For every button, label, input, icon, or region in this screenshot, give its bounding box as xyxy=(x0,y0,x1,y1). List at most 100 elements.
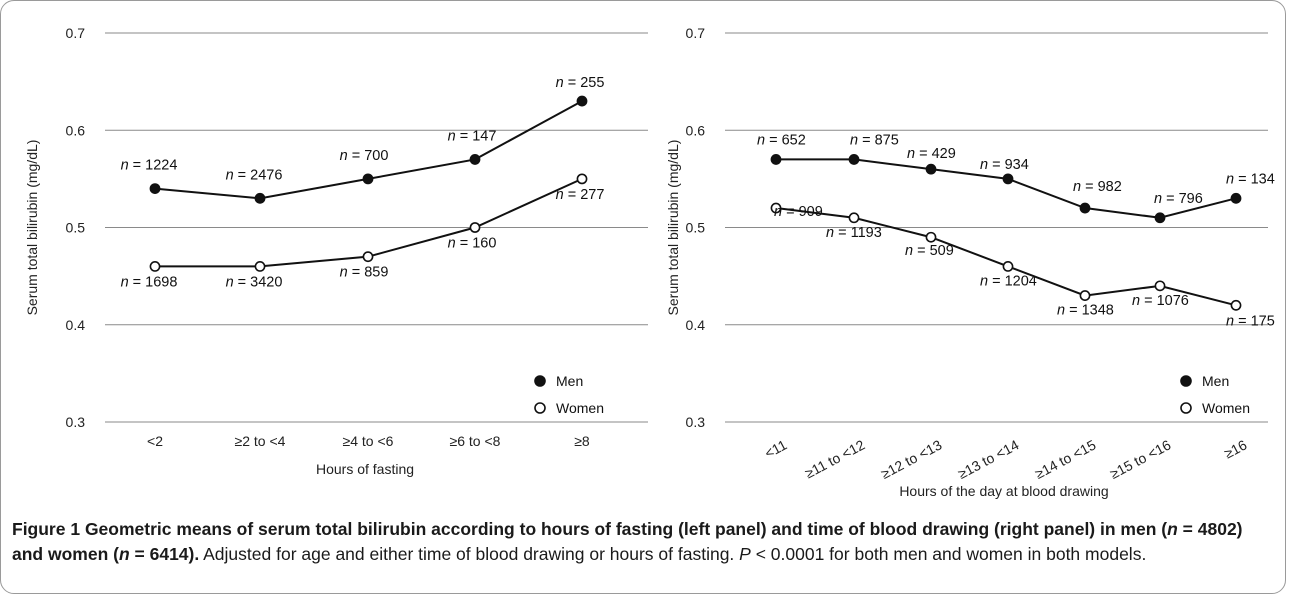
x-tick-label: ≥13 to <14 xyxy=(955,436,1021,481)
data-point-men xyxy=(576,95,588,107)
legend-label: Men xyxy=(1202,373,1229,389)
data-point-men xyxy=(848,154,860,165)
n-value: = 175 xyxy=(1234,313,1275,329)
series-line-women xyxy=(775,207,1237,307)
right-chart: 0.30.40.50.60.7<11 ≥11 to <12 ≥12 to <13 ≥1… xyxy=(665,25,1275,499)
x-tick-label: ≥8 xyxy=(574,433,590,449)
y-tick-label: 0.3 xyxy=(66,414,86,430)
n-value: = 3420 xyxy=(234,274,283,290)
data-point-men xyxy=(925,163,937,175)
y-tick-label: 0.7 xyxy=(66,25,86,41)
n-symbol: n xyxy=(340,148,348,164)
n-symbol: n xyxy=(340,265,348,281)
data-point-women xyxy=(149,260,161,272)
y-tick-label: 0.3 xyxy=(686,414,706,430)
n-value: = 147 xyxy=(456,128,497,144)
n-value: = 1224 xyxy=(129,158,178,174)
n-symbol: n xyxy=(980,273,988,289)
legend-marker xyxy=(1180,402,1192,414)
n-symbol: n xyxy=(448,236,456,252)
n-label-men: n = 934 xyxy=(980,157,1029,173)
data-point-men xyxy=(362,173,374,185)
y-tick-label: 0.5 xyxy=(686,220,706,236)
legend-label: Women xyxy=(556,400,604,416)
n-symbol: n xyxy=(850,132,858,148)
n-label-men: n = 796 xyxy=(1154,191,1203,207)
x-tick-label: ≥15 to <16 xyxy=(1107,436,1173,481)
n-label-women: n = 1076 xyxy=(1132,293,1189,309)
n-label-men: n = 875 xyxy=(850,132,899,148)
x-tick-label: ≥4 to <6 xyxy=(343,433,394,449)
n-label-women: n = 3420 xyxy=(226,274,283,290)
n-value: = 875 xyxy=(858,132,899,148)
n-symbol: n xyxy=(757,132,765,148)
caption-n-women-value: = 6414). xyxy=(129,544,200,564)
x-tick-label: ≥16 xyxy=(1221,436,1249,461)
data-point-women xyxy=(1154,280,1166,292)
legend-label: Men xyxy=(556,373,583,389)
n-symbol: n xyxy=(121,274,129,290)
n-label-women: n = 1193 xyxy=(826,225,882,241)
n-value: = 429 xyxy=(915,146,956,162)
left-chart: 0.3 0.4 0.5 0.6 0.7 <2 ≥2 to <4 ≥4 to <6 ≥6 to <… xyxy=(24,25,648,477)
n-label-women: n = 277 xyxy=(556,187,605,203)
x-tick-label: ≥14 to <15 xyxy=(1032,436,1098,481)
n-value: = 1698 xyxy=(129,274,178,290)
data-point-women xyxy=(254,260,266,272)
data-point-men xyxy=(1230,192,1242,204)
n-label-women: n = 509 xyxy=(905,243,954,259)
x-tick-label: ≥12 to <13 xyxy=(878,436,944,481)
n-value: = 1193 xyxy=(834,225,882,241)
n-symbol: n xyxy=(556,75,564,91)
caption-body-part1: Adjusted for age and either time of bloo… xyxy=(199,544,740,564)
n-symbol: n xyxy=(1226,171,1234,187)
n-value: = 255 xyxy=(564,75,605,91)
data-point-men xyxy=(149,183,161,194)
n-label-men: n = 147 xyxy=(448,128,497,144)
caption-n-women-label: n xyxy=(118,544,130,564)
legend-marker xyxy=(1180,375,1192,387)
caption-n-men-value: = 4802) and women ( xyxy=(12,519,1243,564)
n-value: = 796 xyxy=(1162,191,1203,207)
n-value: = 160 xyxy=(456,236,497,252)
n-label-women: n = 160 xyxy=(448,236,497,252)
data-point-women xyxy=(925,231,937,243)
x-tick-label: <2 xyxy=(147,433,163,449)
n-symbol: n xyxy=(1073,179,1081,195)
n-value: = 277 xyxy=(564,187,605,203)
n-label-women: n = 1348 xyxy=(1057,303,1114,319)
caption-title-part1: Geometric means of serum total bilirubin… xyxy=(80,519,1168,539)
caption-n-men-label: n xyxy=(1167,519,1178,539)
y-axis-label: Serum total bilirubin (mg/dL) xyxy=(24,140,40,316)
legend-marker xyxy=(534,375,546,387)
data-point-men xyxy=(1002,173,1014,185)
caption-body-part2: < 0.0001 for both men and women in both … xyxy=(750,544,1147,564)
y-tick-label: 0.6 xyxy=(686,122,706,138)
n-label-women: n = 1698 xyxy=(121,274,178,290)
n-symbol: n xyxy=(121,158,129,174)
legend-marker xyxy=(534,402,546,414)
n-label-men: n = 134 xyxy=(1226,171,1275,187)
n-label-men: n = 982 xyxy=(1073,179,1122,195)
n-symbol: n xyxy=(905,243,913,259)
n-value: = 909 xyxy=(782,204,823,220)
data-point-women xyxy=(362,251,374,263)
data-point-women xyxy=(1230,299,1242,311)
n-label-men: n = 2476 xyxy=(226,167,283,183)
x-tick-label: ≥6 to <8 xyxy=(450,433,501,449)
caption-p-symbol: P xyxy=(739,544,751,564)
x-tick-label: <11 xyxy=(762,436,790,461)
n-symbol: n xyxy=(556,187,564,203)
data-point-men xyxy=(254,192,266,204)
y-tick-label: 0.6 xyxy=(66,122,86,138)
n-label-women: n = 909 xyxy=(774,204,823,220)
n-symbol: n xyxy=(1132,293,1140,309)
n-label-women: n = 1204 xyxy=(980,273,1037,289)
data-point-women xyxy=(1002,260,1014,272)
figure-label: Figure 1 xyxy=(12,519,81,539)
n-label-men: n = 652 xyxy=(757,132,806,148)
x-axis-label: Hours of the day at blood drawing xyxy=(899,483,1108,499)
data-point-women xyxy=(770,202,782,214)
n-symbol: n xyxy=(774,204,782,220)
n-symbol: n xyxy=(826,225,834,241)
